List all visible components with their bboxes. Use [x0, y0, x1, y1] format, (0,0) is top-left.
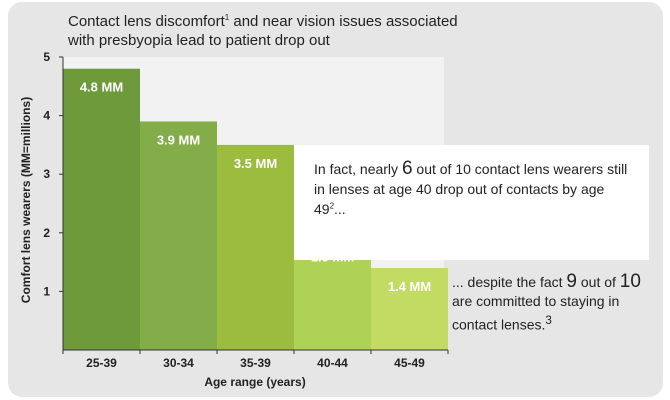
callout-box: In fact, nearly 6 out of 10 contact lens…: [294, 145, 649, 260]
note-big-number-1: 9: [566, 271, 577, 292]
bar-value-label: 3.9 MM: [157, 132, 200, 147]
note-footnote-marker: 3: [545, 314, 552, 327]
y-axis-title: Comfort lens wearers (MM=millions): [19, 97, 33, 303]
bar-value-label: 1.4 MM: [388, 279, 431, 294]
y-tick-label: 5: [43, 50, 50, 64]
x-tick-label: 25-39: [86, 356, 117, 370]
bar-value-label: 4.8 MM: [80, 80, 123, 95]
chart-title: Contact lens discomfort1 and near vision…: [68, 13, 458, 49]
bar-30-34: [140, 121, 217, 351]
x-axis-title: Age range (years): [204, 375, 305, 389]
bar-25-39: [63, 68, 140, 350]
x-tick-label: 45-49: [394, 356, 425, 370]
x-tick-label: 35-39: [240, 356, 271, 370]
callout-big-number: 6: [401, 158, 413, 179]
note-big-number-2: 10: [619, 271, 641, 292]
title-footnote-marker: 1: [224, 13, 230, 22]
y-tick-label: 1: [43, 284, 50, 298]
bar-35-39: [217, 144, 294, 350]
bar-value-label: 3.5 MM: [234, 156, 277, 171]
x-tick-label: 30-34: [163, 356, 194, 370]
side-note: ... despite the fact 9 out of 10 are com…: [452, 271, 641, 333]
y-tick-label: 2: [43, 226, 50, 240]
y-tick-label: 3: [43, 167, 50, 181]
callout-footnote-marker: 2: [329, 201, 335, 211]
bar-45-49: [371, 267, 448, 350]
y-tick-label: 4: [43, 109, 50, 123]
x-tick-label: 40-44: [317, 356, 348, 370]
